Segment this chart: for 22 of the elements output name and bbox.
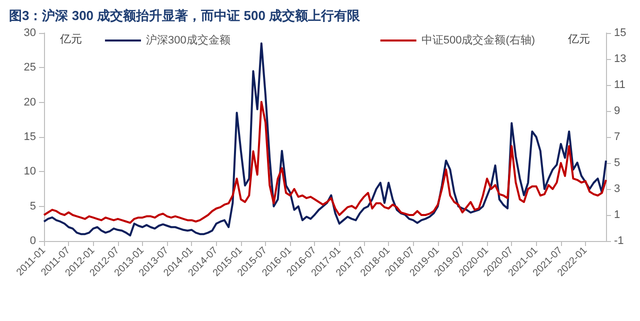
- y2-axis-title: 亿元: [567, 34, 590, 46]
- y-tick-label: 20: [24, 96, 36, 108]
- y2-tick-label: 5: [614, 157, 620, 169]
- y2-tick-label: 15: [614, 27, 626, 39]
- line-series: [43, 100, 607, 224]
- y-tick-label: 0: [30, 235, 36, 247]
- y2-tick-label: 7: [614, 131, 620, 143]
- y2-tick-label: -1: [614, 235, 624, 247]
- y-tick-label: 15: [24, 131, 36, 143]
- y-tick-label: 10: [24, 166, 36, 178]
- y2-tick-label: 9: [614, 105, 620, 117]
- y2-tick-label: 13: [614, 53, 626, 65]
- y-tick-label: 25: [24, 62, 36, 74]
- y2-tick-label: 1: [614, 209, 620, 221]
- y-tick-label: 5: [30, 200, 36, 212]
- y2-tick-label: 3: [614, 183, 620, 195]
- legend-label: 中证500成交金额(右轴): [421, 34, 536, 46]
- y-tick-label: 30: [24, 27, 36, 39]
- y-axis-title: 亿元: [59, 34, 82, 46]
- chart-title: 图3：沪深 300 成交额抬升显著，而中证 500 成交额上行有限: [9, 8, 362, 23]
- y2-tick-label: 11: [614, 79, 626, 91]
- legend-label: 沪深300成交金额: [146, 34, 230, 46]
